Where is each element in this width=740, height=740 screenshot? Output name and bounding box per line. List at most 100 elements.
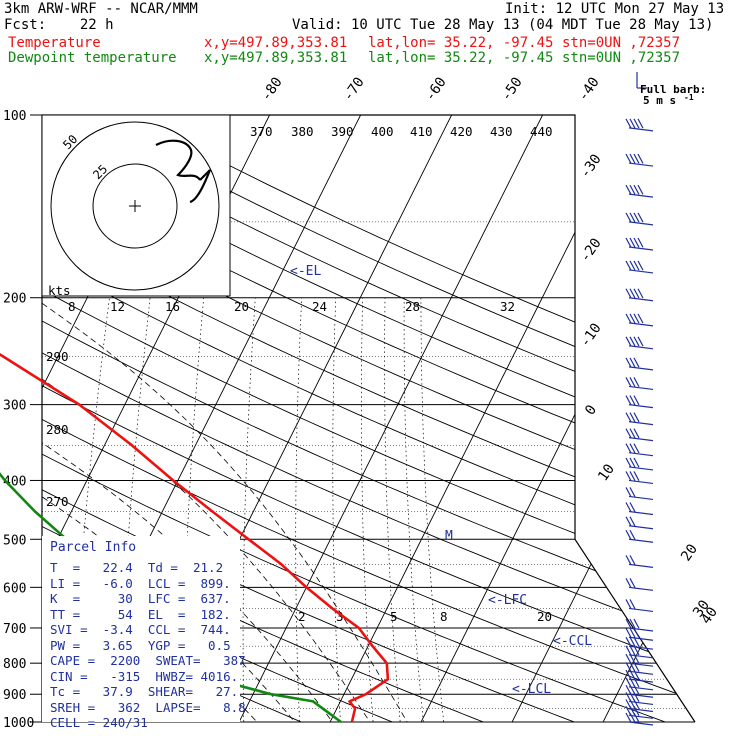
isotherm-label: -10	[577, 320, 605, 350]
wind-barb	[625, 618, 654, 632]
wind-barb	[625, 627, 654, 641]
theta-label: 430	[490, 124, 513, 139]
hodograph-center	[129, 200, 141, 212]
wind-barb	[625, 487, 654, 501]
dewpoint-label: Dewpoint temperature	[8, 50, 177, 66]
theta-label: 390	[331, 124, 354, 139]
dry-adiabat	[42, 115, 695, 722]
hodograph-ring-50	[50, 121, 220, 291]
pressure-label-500: 500	[3, 533, 26, 548]
wind-barb	[625, 184, 654, 198]
theta-label: 380	[291, 124, 314, 139]
isotherm-label: -20	[577, 235, 605, 265]
hodograph-units: kts	[48, 283, 71, 298]
theta-label: 370	[250, 124, 273, 139]
pressure-label-200: 200	[3, 292, 26, 307]
wind-barb	[625, 153, 654, 167]
theta-label: 410	[410, 124, 433, 139]
temp-latlon: lat,lon= 35.22, -97.45	[368, 35, 554, 51]
mixing-ratio-line	[68, 297, 110, 722]
moist-adiabat	[42, 290, 416, 722]
wind-barb	[625, 357, 654, 371]
mixing-ratio-line	[361, 297, 375, 722]
parcel-info-row: CIN = -315 HWBZ= 4016.	[50, 668, 239, 684]
theta-label: 280	[46, 422, 69, 437]
wind-barb	[625, 555, 654, 568]
level-marker: <-EL	[290, 264, 321, 279]
parcel-info-bg	[42, 536, 240, 722]
theta-label: 270	[46, 494, 69, 509]
isotherm-label: -50	[498, 74, 526, 104]
wind-barb	[625, 443, 654, 457]
wind-barb	[625, 118, 654, 132]
mixing-ratio-label: 16	[165, 299, 180, 314]
mixing-ratio-label: 20	[234, 299, 249, 314]
dry-adiabat	[42, 115, 695, 722]
wind-barb	[625, 662, 654, 675]
wind-barb	[625, 599, 654, 613]
dry-adiabat	[42, 115, 695, 722]
isotherm-label: 40	[698, 604, 721, 627]
temperature-profile	[0, 353, 390, 723]
hodograph-ring-25	[92, 163, 178, 249]
mixing-ratio-line	[420, 297, 446, 722]
wind-barb	[625, 645, 654, 659]
level-marker: <-LFC	[488, 593, 527, 608]
temperature-label: Temperature	[8, 35, 101, 51]
isotherm-label: -80	[258, 74, 286, 104]
dry-adiabat	[42, 115, 695, 722]
pressure-label-900: 900	[3, 688, 26, 703]
isotherm-label: 0	[582, 402, 600, 418]
pressure-label-800: 800	[3, 657, 26, 672]
mixing-ratio-label: 2	[298, 609, 306, 624]
wind-barb	[625, 288, 654, 302]
model-title: 3km ARW-WRF -- NCAR/MMM	[4, 1, 198, 17]
dry-adiabat	[42, 115, 695, 722]
parcel-info-row: CELL = 240/31	[50, 715, 148, 730]
barb-legend-unit: -1	[684, 93, 694, 102]
mixing-ratio-label: 8	[68, 299, 76, 314]
mixing-ratio-label: 3	[336, 609, 344, 624]
parcel-info-row: CAPE = 2200 SWEAT= 387	[50, 653, 246, 668]
pressure-label-700: 700	[3, 622, 26, 637]
isotherm-line	[596, 115, 695, 722]
dew-xy: x,y=497.89,353.81	[204, 50, 348, 66]
parcel-info-row: PW = 3.65 YGP = 0.5	[50, 637, 231, 653]
wind-barb	[625, 502, 654, 516]
pressure-label-600: 600	[3, 581, 26, 596]
parcel-info-row: SREH = 362 LAPSE= 8.8	[50, 699, 246, 715]
wind-barb	[625, 578, 654, 591]
theta-label: 420	[450, 124, 473, 139]
wind-barb	[625, 636, 654, 650]
wind-barb	[625, 336, 654, 350]
hodograph-trace	[155, 139, 212, 204]
isotherm-label: -40	[575, 74, 603, 104]
theta-label: 440	[530, 124, 553, 139]
mixing-ratio-line	[332, 297, 342, 722]
wind-barb	[625, 260, 654, 274]
theta-label: 290	[46, 349, 69, 364]
init-time: Init: 12 UTC Mon 27 May 13	[505, 1, 725, 17]
mixing-ratio-line	[403, 297, 426, 722]
pressure-label-300: 300	[3, 399, 26, 414]
wind-barb	[625, 529, 654, 543]
parcel-info-row: Tc = 37.9 SHEAR= 27.	[50, 684, 239, 699]
level-marker: M	[445, 529, 453, 544]
dry-adiabat	[42, 115, 695, 722]
pressure-label-1000: 1000	[3, 716, 34, 731]
mixing-ratio-label: 5	[390, 609, 398, 624]
wind-barb	[625, 471, 654, 485]
mixing-ratio-label: 12	[110, 299, 125, 314]
temp-station: stn=0UN ,72357	[562, 35, 681, 51]
mixing-ratio-label: 20	[537, 609, 552, 624]
dew-station: stn=0UN ,72357	[562, 50, 681, 66]
dry-adiabat	[42, 115, 695, 722]
wind-barb	[625, 653, 654, 667]
wind-barb	[625, 395, 654, 409]
forecast-hour: Fcst: 22 h	[4, 17, 114, 33]
wind-barb	[625, 428, 654, 442]
parcel-info-row: LI = -6.0 LCL = 899.	[50, 575, 231, 591]
wind-barb	[625, 457, 654, 471]
dry-adiabat	[42, 115, 695, 722]
